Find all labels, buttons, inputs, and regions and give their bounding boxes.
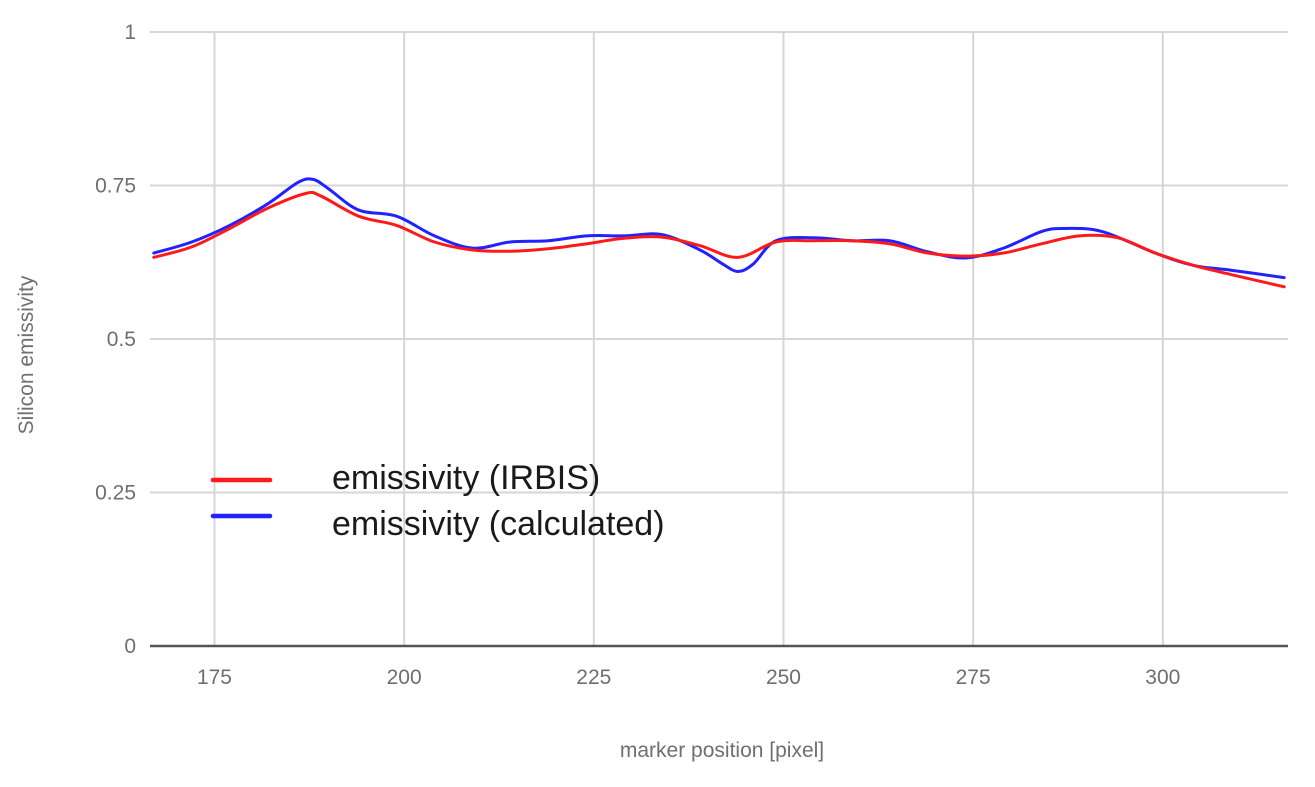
y-tick-label: 1 — [124, 21, 136, 44]
y-tick-label: 0.25 — [95, 482, 136, 505]
series-lines — [152, 177, 1286, 289]
y-tick-label: 0.5 — [107, 328, 136, 351]
x-tick-label: 300 — [1145, 666, 1180, 689]
x-tick-label: 200 — [387, 666, 422, 689]
legend-label-calculated: emissivity (calculated) — [332, 505, 665, 543]
y-tick-label: 0.75 — [95, 175, 136, 198]
x-tick-label: 250 — [766, 666, 801, 689]
tick-labels: 0 0.25 0.5 0.75 1 175 200 225 250 275 300 — [95, 21, 1180, 689]
legend: emissivity (IRBIS) emissivity (calculate… — [210, 459, 665, 543]
series-line-irbis — [152, 190, 1286, 289]
x-axis-title: marker position [pixel] — [620, 739, 824, 762]
legend-label-irbis: emissivity (IRBIS) — [332, 459, 600, 497]
x-tick-label: 275 — [956, 666, 991, 689]
y-axis-title: Silicon emissivity — [15, 275, 38, 434]
x-tick-label: 225 — [576, 666, 611, 689]
y-tick-label: 0 — [124, 635, 136, 658]
grid — [150, 31, 1288, 648]
series-line-calculated — [152, 177, 1286, 280]
x-tick-label: 175 — [197, 666, 232, 689]
